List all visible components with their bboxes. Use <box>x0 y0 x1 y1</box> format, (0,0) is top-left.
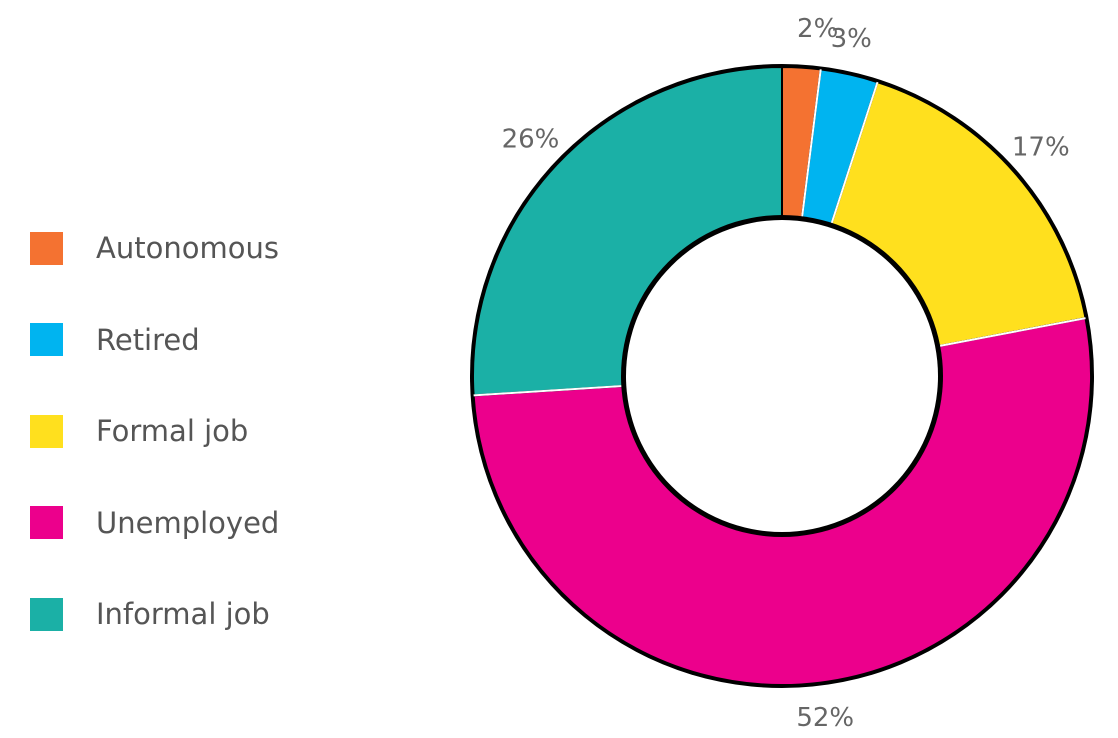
data-label-unemployed: 52% <box>796 703 854 733</box>
legend-swatch-unemployed <box>30 506 63 539</box>
legend-label-informal-job: Informal job <box>96 597 270 631</box>
legend-item-autonomous: Autonomous <box>30 225 279 271</box>
legend-label-autonomous: Autonomous <box>96 231 279 265</box>
legend-swatch-formal-job <box>30 414 63 448</box>
legend-swatch-informal-job <box>30 597 63 631</box>
data-label-autonomous: 2% <box>797 14 838 44</box>
chart-legend: Autonomous Retired Formal job Unemployed… <box>30 225 279 683</box>
slice-separator <box>937 317 1086 348</box>
legend-label-formal-job: Formal job <box>96 414 249 448</box>
legend-item-unemployed: Unemployed <box>30 500 279 546</box>
data-label-informal-job: 26% <box>502 124 560 154</box>
legend-item-formal-job: Formal job <box>30 408 279 454</box>
legend-item-informal-job: Informal job <box>30 591 279 637</box>
legend-item-retired: Retired <box>30 317 279 363</box>
donut-hole <box>626 220 938 532</box>
slice-separator <box>829 81 879 227</box>
data-label-formal-job: 17% <box>1012 132 1070 162</box>
legend-swatch-retired <box>30 323 63 356</box>
slice-separator <box>800 69 822 220</box>
slice-separator <box>473 384 625 397</box>
legend-label-retired: Retired <box>96 322 200 357</box>
legend-label-unemployed: Unemployed <box>96 505 280 540</box>
legend-swatch-autonomous <box>30 231 63 265</box>
data-label-retired: 3% <box>831 24 872 54</box>
